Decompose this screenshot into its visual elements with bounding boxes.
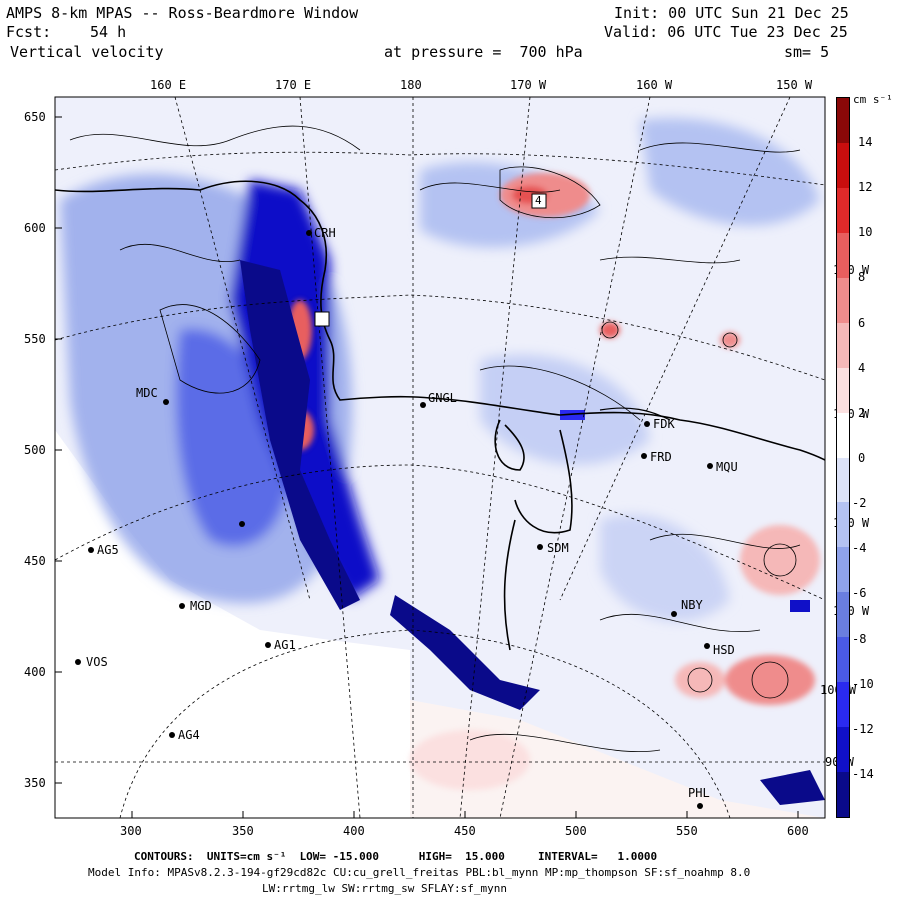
colorbar-segment xyxy=(837,502,849,548)
colorbar-segment xyxy=(837,592,849,638)
colorbar-label: 0 xyxy=(858,451,866,465)
left-label-450: 450 xyxy=(24,554,46,568)
bottom-label-450: 450 xyxy=(454,824,476,838)
colorbar-segment xyxy=(837,367,849,413)
colorbar-segment xyxy=(837,772,849,817)
colorbar xyxy=(836,97,850,818)
contour-info: CONTOURS: UNITS=cm s⁻¹ LOW= -15.000 HIGH… xyxy=(134,850,658,863)
colorbar-label: -4 xyxy=(852,541,867,556)
station-label-mdc: MDC xyxy=(136,386,158,400)
station-label-ag1: AG1 xyxy=(274,638,296,652)
top-label-170w: 170 W xyxy=(510,78,547,92)
graticule xyxy=(55,97,825,818)
right-lon-90w: 90 W xyxy=(825,755,854,769)
bottom-label-600: 600 xyxy=(787,824,809,838)
bottom-label-400: 400 xyxy=(343,824,365,838)
left-label-500: 500 xyxy=(24,443,46,457)
station-label-crh: CRH xyxy=(314,226,336,240)
left-label-600: 600 xyxy=(24,221,46,235)
station-label-mqu: MQU xyxy=(716,460,738,474)
strong-updraft-strip xyxy=(240,260,825,805)
station-label-mgd: MGD xyxy=(190,599,212,613)
colorbar-segment xyxy=(837,277,849,323)
left-label-400: 400 xyxy=(24,665,46,679)
colorbar-label: 12 xyxy=(858,180,873,195)
colorbar-segment xyxy=(837,142,849,188)
axis-ticks xyxy=(55,116,799,818)
left-label-550: 550 xyxy=(24,332,46,346)
colorbar-label: -14 xyxy=(852,767,874,781)
plot-title: AMPS 8-km MPAS -- Ross-Beardmore Window xyxy=(6,4,359,22)
colorbar-segment xyxy=(837,682,849,728)
station-label-frd: FRD xyxy=(650,450,672,464)
forecast-value: 54 h xyxy=(90,23,127,41)
station-label-phl: PHL xyxy=(688,786,710,800)
colorbar-label: 10 xyxy=(858,225,873,240)
top-label-170e: 170 E xyxy=(275,78,312,92)
colorbar-label: -2 xyxy=(852,496,867,511)
bottom-label-550: 550 xyxy=(676,824,698,838)
colorbar-segment xyxy=(837,98,849,143)
top-label-180: 180 xyxy=(400,78,422,92)
station-label-gngl: GNGL xyxy=(428,391,457,405)
colorbar-label: 8 xyxy=(858,270,866,285)
coastline xyxy=(55,180,825,651)
ice-region xyxy=(55,430,410,818)
colorbar-units: cm s⁻¹ xyxy=(853,93,893,106)
station-label-nby: NBY xyxy=(681,598,703,612)
colorbar-segment xyxy=(837,322,849,368)
colorbar-label: -10 xyxy=(852,676,874,691)
left-label-650: 650 xyxy=(24,110,46,124)
station-label-ag5: AG5 xyxy=(97,543,119,557)
colorbar-segment xyxy=(837,232,849,278)
left-label-350: 350 xyxy=(24,776,46,790)
smoothing: sm= 5 xyxy=(784,43,830,61)
lower-white-region xyxy=(410,700,825,818)
physics-info: LW:rrtmg_lw SW:rrtmg_sw SFLAY:sf_mynn xyxy=(262,882,508,895)
colorbar-label: 2 xyxy=(858,405,866,420)
colorbar-segment xyxy=(837,187,849,233)
bottom-label-300: 300 xyxy=(120,824,142,838)
field-layer xyxy=(55,97,825,818)
station-label-sdm: SDM xyxy=(547,541,569,555)
colorbar-segment xyxy=(837,547,849,593)
pressure-level: at pressure = 700 hPa xyxy=(384,43,583,61)
top-label-160e: 160 E xyxy=(150,78,187,92)
top-label-160w: 160 W xyxy=(636,78,673,92)
bottom-label-350: 350 xyxy=(232,824,254,838)
station-label-hsd: HSD xyxy=(713,643,735,657)
forecast-label: Fcst: xyxy=(6,23,52,41)
station-markers xyxy=(75,230,713,809)
colorbar-segment xyxy=(837,412,849,458)
top-label-150w: 150 W xyxy=(776,78,813,92)
station-label-fdk: FDK xyxy=(653,417,675,431)
colorbar-label: -6 xyxy=(852,586,867,601)
max-markers xyxy=(314,193,547,327)
variable-name: Vertical velocity xyxy=(10,43,164,61)
colorbar-label: -12 xyxy=(852,721,874,736)
colorbar-label: 4 xyxy=(858,360,866,375)
bottom-label-500: 500 xyxy=(565,824,587,838)
colorbar-label: -8 xyxy=(852,631,867,646)
max-marker-label: 4 xyxy=(535,194,542,207)
station-label-ag4: AG4 xyxy=(178,728,200,742)
model-info: Model Info: MPASv8.2.3-194-gf29cd82c CU:… xyxy=(88,866,751,879)
colorbar-segment xyxy=(837,637,849,683)
map-frame xyxy=(54,96,826,819)
colorbar-label: 14 xyxy=(858,135,873,149)
colorbar-segment xyxy=(837,457,849,503)
station-label-vos: VOS xyxy=(86,655,108,669)
init-time: Init: 00 UTC Sun 21 Dec 25 xyxy=(614,4,849,22)
colorbar-segment xyxy=(837,727,849,773)
colorbar-label: 6 xyxy=(858,315,866,330)
valid-time: Valid: 06 UTC Tue 23 Dec 25 xyxy=(604,23,848,41)
